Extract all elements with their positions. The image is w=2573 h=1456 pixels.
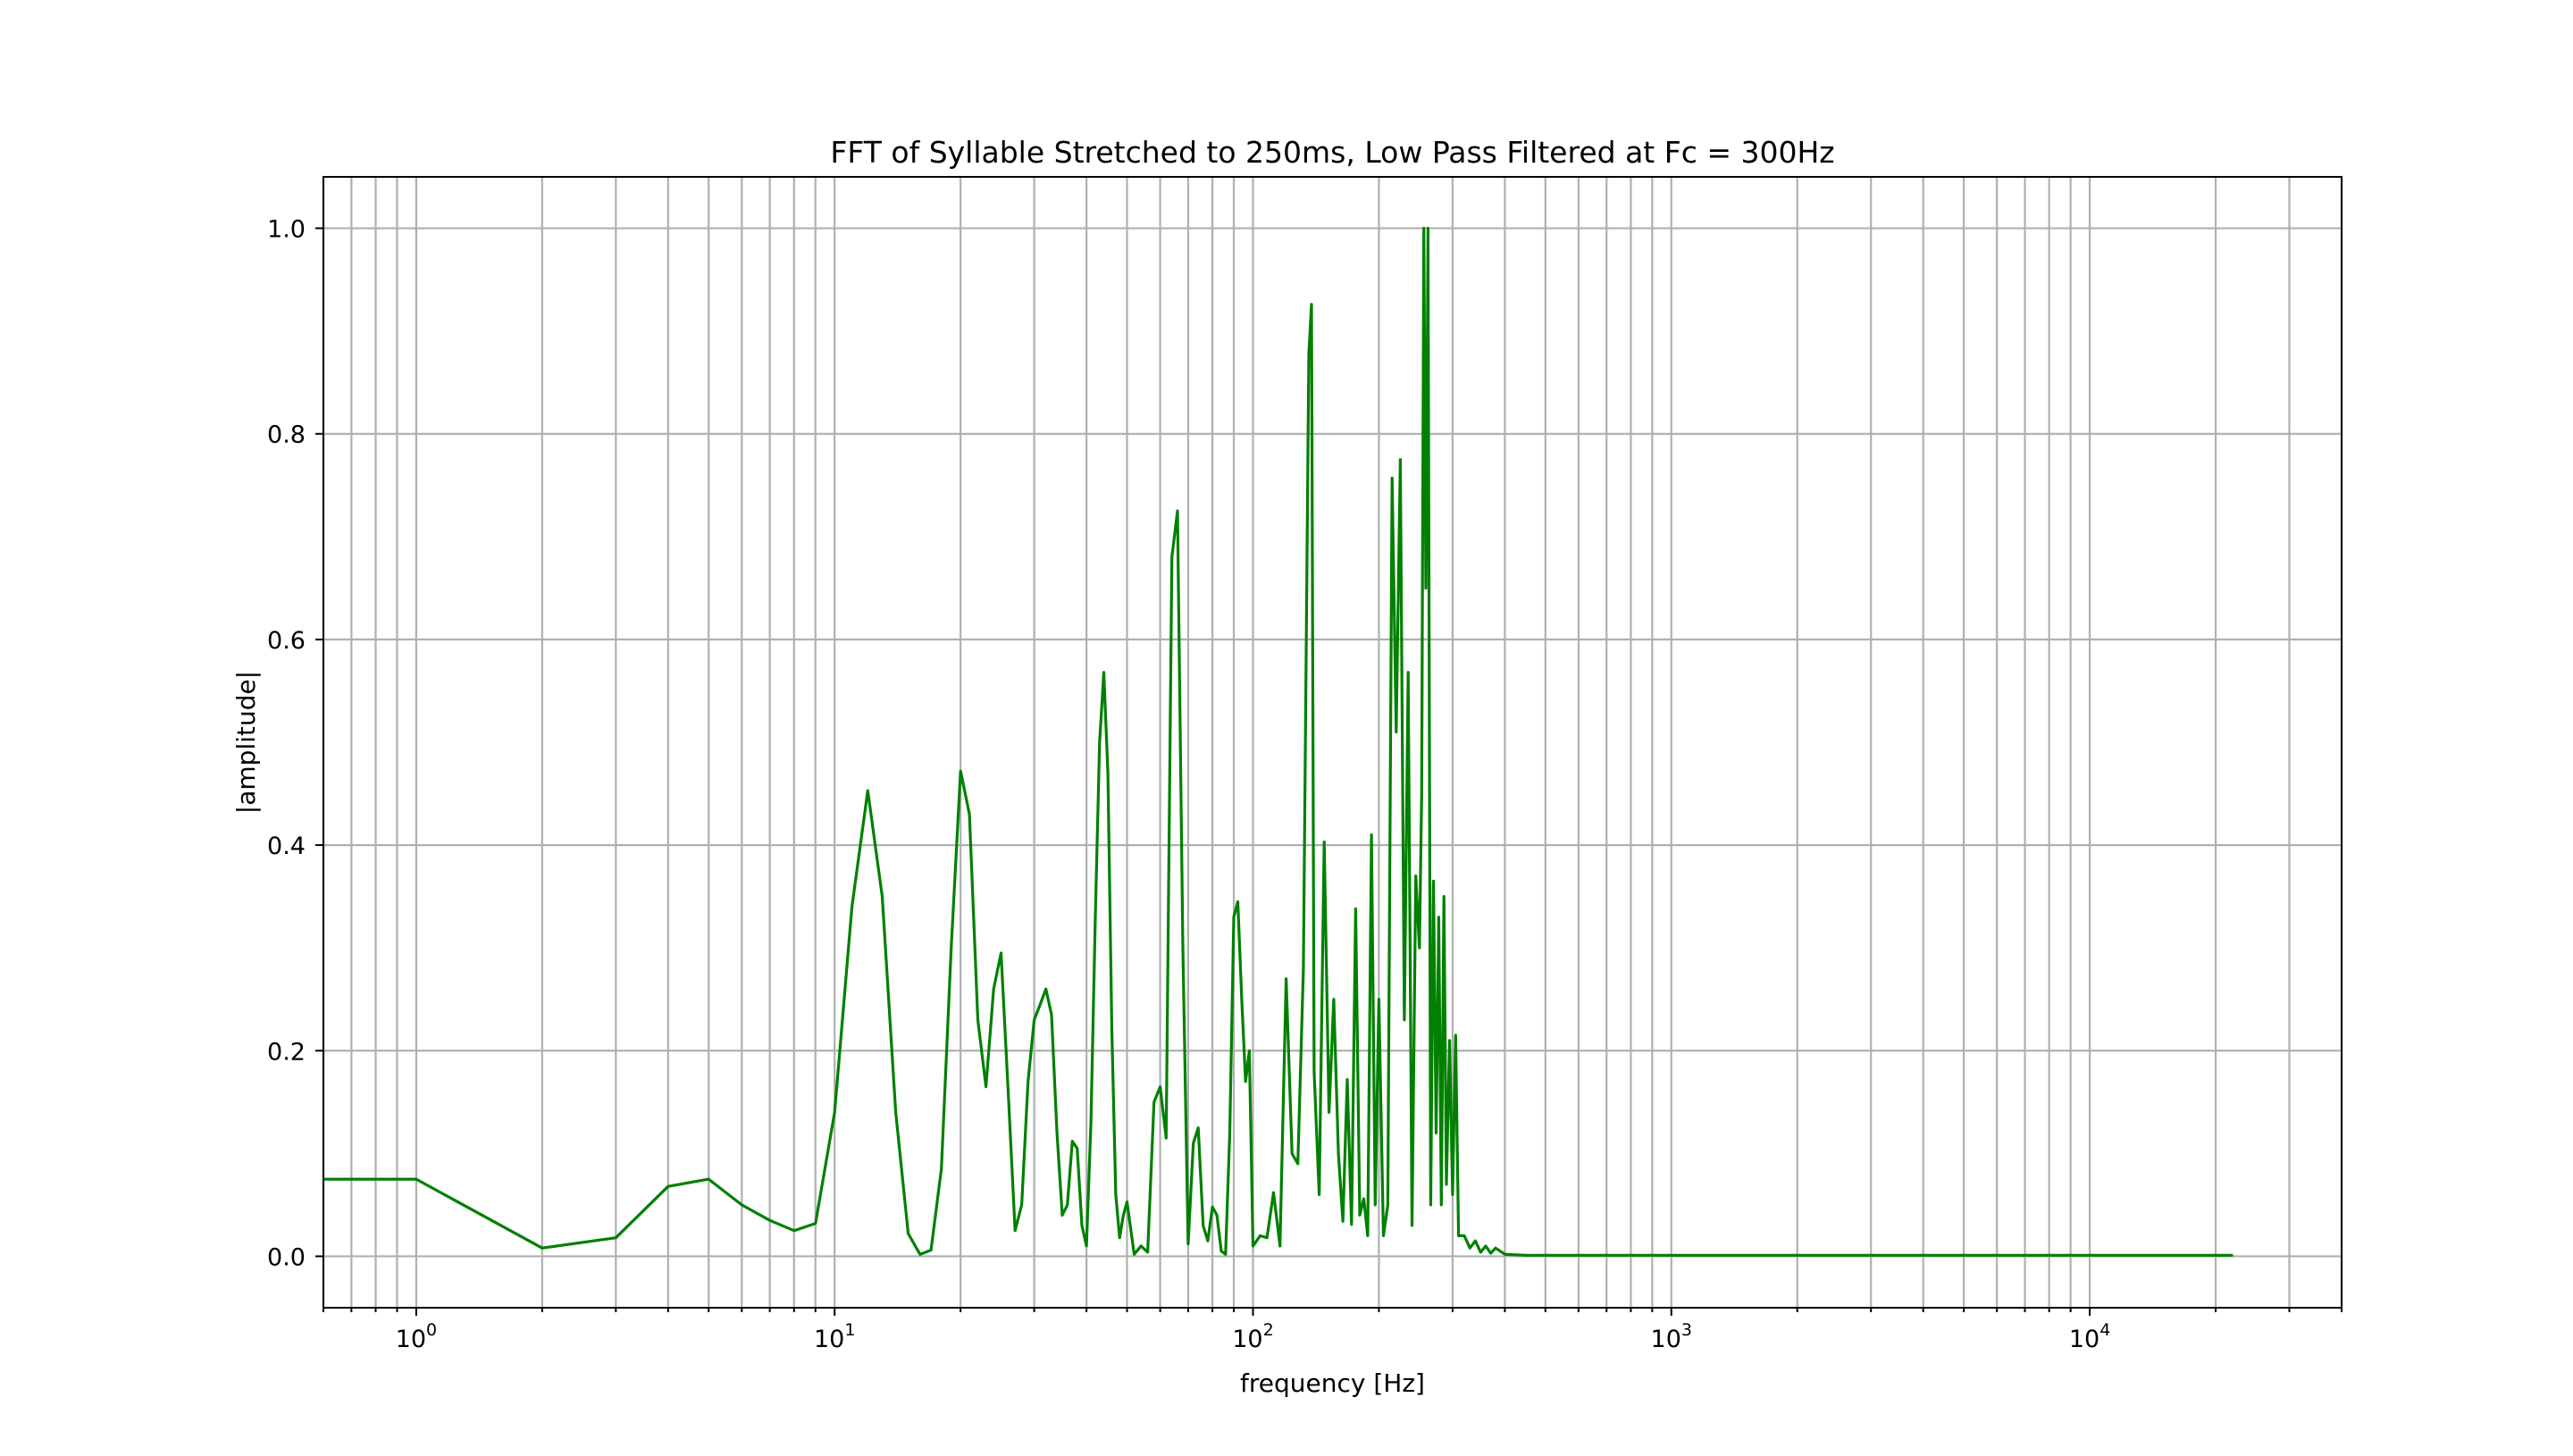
tick-labels: 0.0 0.2 0.4 0.6 0.8 1.0 100 101 102 103 104 bbox=[267, 216, 2110, 1353]
y-tick-label: 0.4 bbox=[267, 833, 306, 860]
x-tick-label: 103 bbox=[1651, 1320, 1692, 1353]
y-axis-label: |amplitude| bbox=[231, 671, 261, 814]
y-tick-label: 0.2 bbox=[267, 1038, 306, 1066]
x-tick-label: 102 bbox=[1232, 1320, 1273, 1353]
plot-frame bbox=[323, 176, 2343, 1309]
x-tick-label: 104 bbox=[2069, 1320, 2110, 1353]
x-tick-label: 100 bbox=[396, 1320, 437, 1353]
y-tick-label: 0.6 bbox=[267, 627, 306, 655]
y-tick-label: 0.0 bbox=[267, 1243, 306, 1271]
chart-title: FFT of Syllable Stretched to 250ms, Low … bbox=[830, 135, 1834, 170]
series-layer bbox=[323, 226, 2234, 1257]
x-axis-label: frequency [Hz] bbox=[1240, 1368, 1425, 1398]
series-line bbox=[323, 226, 2234, 1257]
x-tick-label: 101 bbox=[814, 1320, 855, 1353]
axis-ticks bbox=[315, 227, 2343, 1316]
y-tick-label: 0.8 bbox=[267, 422, 306, 449]
y-tick-label: 1.0 bbox=[267, 216, 306, 244]
